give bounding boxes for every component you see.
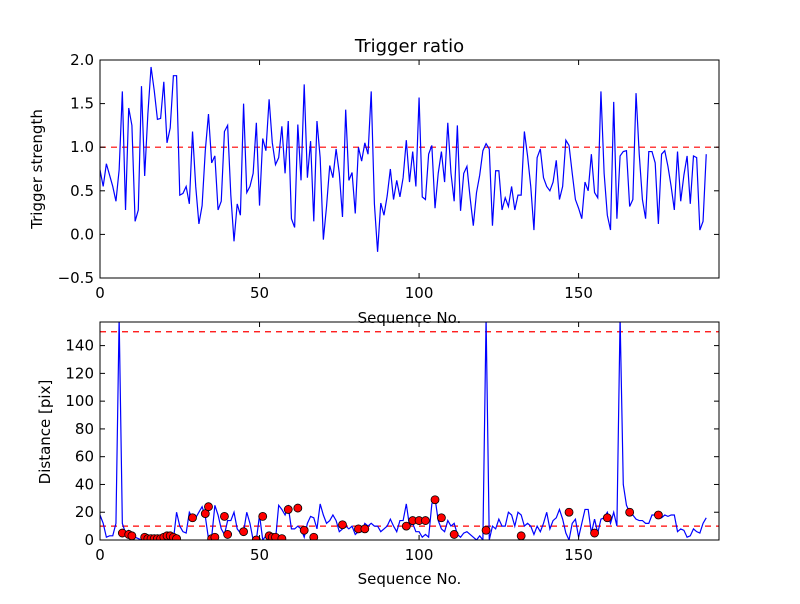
- bottom-x-axis-label: Sequence No.: [358, 570, 462, 588]
- data-point-marker: [293, 503, 303, 513]
- top-y-tick-label: 1.5: [70, 95, 94, 113]
- data-point-marker: [283, 505, 293, 514]
- data-point-marker: [360, 524, 370, 534]
- top-y-tick-label: 1.0: [70, 138, 94, 156]
- bottom-y-tick-label: 20: [75, 503, 94, 521]
- bottom-y-tick-label: 140: [65, 337, 94, 355]
- top-plot-content: [100, 66, 719, 252]
- data-point-marker: [204, 502, 213, 512]
- top-x-axis-label: Sequence No.: [358, 309, 462, 327]
- data-point-marker: [127, 531, 137, 540]
- data-point-marker: [299, 525, 309, 535]
- bottom-x-tick-label: 100: [405, 546, 434, 564]
- top-y-tick-label: −0.5: [58, 269, 94, 287]
- data-point-marker: [220, 511, 229, 521]
- data-point-marker: [653, 510, 663, 520]
- top-y-tick-label: 2.0: [70, 51, 94, 69]
- bottom-y-tick-label: 120: [65, 364, 94, 382]
- bottom-x-tick-label: 0: [95, 546, 105, 564]
- data-point-marker: [309, 532, 319, 540]
- data-point-marker: [210, 532, 220, 540]
- bottom-axes-frame: [99, 321, 720, 541]
- data-point-marker: [258, 511, 268, 521]
- data-point-marker: [172, 534, 181, 540]
- data-point-marker: [223, 530, 233, 539]
- bottom-plot-content: [100, 322, 719, 540]
- bottom-y-axis-label: Distance [pix]: [36, 380, 54, 485]
- top-x-tick-label: 150: [564, 284, 593, 302]
- top-series-line: [100, 66, 707, 252]
- data-point-marker: [481, 525, 491, 535]
- top-plot-area: 0 50 100 150 −0.5 0.0 0.5 1.0 1.5 2.0: [58, 51, 720, 302]
- data-point-marker: [516, 531, 526, 540]
- data-point-marker: [188, 513, 197, 523]
- data-point-marker: [449, 530, 459, 539]
- data-point-marker: [421, 516, 430, 525]
- top-y-tick-label: 0.0: [70, 225, 94, 243]
- bottom-y-tick-label: 100: [65, 392, 94, 410]
- data-point-marker: [277, 534, 287, 540]
- data-point-marker: [625, 507, 635, 517]
- data-point-marker: [602, 513, 612, 523]
- distance-chart: 0 50 100 150 0 20 40 60 80 100 120 140 Sequence No.…: [36, 321, 720, 588]
- top-y-tick-label: 0.5: [70, 182, 94, 200]
- bottom-y-tick-label: 0: [84, 531, 94, 549]
- bottom-x-tick-label: 150: [564, 546, 593, 564]
- bottom-plot-area: 0 50 100 150 0 20 40 60 80 100 120 140: [65, 321, 720, 564]
- data-point-marker: [564, 507, 574, 517]
- trigger-ratio-chart: Trigger ratio 0 50 100 150 −0.5 0.0 0.5 1.0 1.5 2…: [28, 36, 720, 327]
- data-point-marker: [251, 535, 261, 540]
- bottom-y-tick-label: 80: [75, 420, 94, 438]
- bottom-series-line: [100, 322, 707, 540]
- top-x-tick-label: 100: [405, 284, 434, 302]
- top-x-tick-label: 50: [250, 284, 269, 302]
- data-point-marker: [401, 521, 411, 531]
- bottom-x-tick-label: 50: [250, 546, 269, 564]
- data-point-marker: [338, 520, 347, 530]
- top-axes-frame: [99, 59, 720, 279]
- data-point-marker: [590, 528, 599, 538]
- data-point-marker: [437, 513, 446, 523]
- chart-title: Trigger ratio: [354, 36, 464, 57]
- top-y-axis-label: Trigger strength: [28, 109, 46, 230]
- top-x-tick-label: 0: [95, 284, 105, 302]
- bottom-y-tick-label: 60: [75, 448, 94, 466]
- data-point-marker: [430, 495, 440, 505]
- bottom-y-tick-label: 40: [75, 475, 94, 493]
- data-point-marker: [239, 527, 248, 537]
